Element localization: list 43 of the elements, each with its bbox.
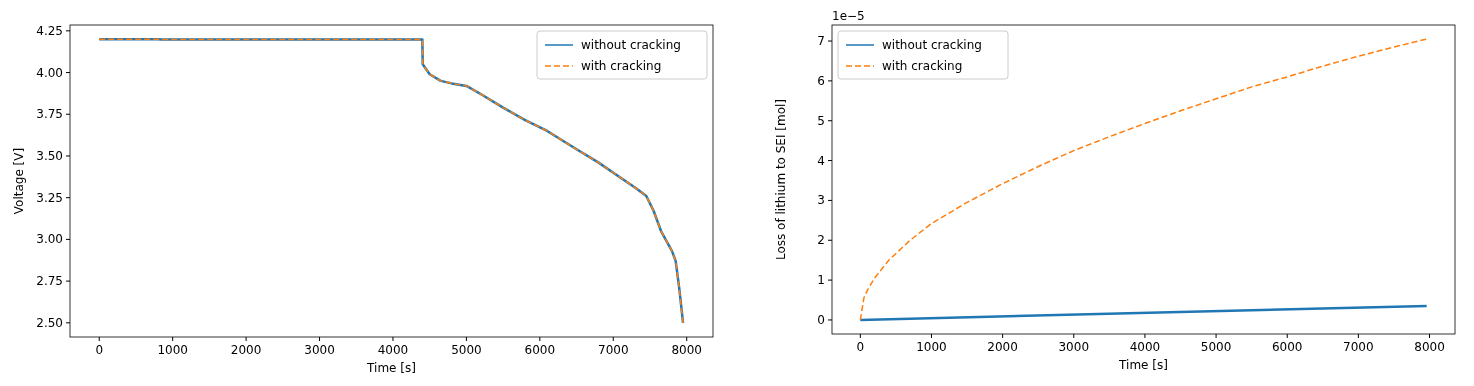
x-tick-label: 1000: [916, 340, 947, 354]
text: 1e−5: [832, 9, 865, 23]
x-tick-label: 4000: [1129, 340, 1161, 354]
x-tick-label: 3000: [304, 343, 335, 357]
x-tick-label: 5000: [451, 343, 482, 357]
legend-label: without cracking: [882, 38, 982, 52]
x-axis-title: Time [s]: [366, 361, 416, 375]
y-tick-label: 3.25: [36, 190, 63, 205]
y-tick-label: 3.75: [36, 107, 63, 122]
y-tick-label: 3.00: [36, 232, 63, 247]
x-tick-label: 2000: [987, 340, 1018, 354]
y-tick-label: 5: [817, 113, 825, 128]
x-axis-title: Time [s]: [1118, 358, 1168, 372]
x-tick-label: 0: [95, 343, 104, 357]
y-tick-label: 2: [817, 233, 825, 248]
x-tick-label: 6000: [524, 343, 556, 357]
y-tick-label: 2.50: [36, 315, 63, 330]
y-tick-label: 1: [817, 273, 825, 288]
x-tick-label: 4000: [377, 343, 409, 357]
x-tick-label: 8000: [671, 343, 702, 357]
y-tick-label: 7: [817, 34, 825, 49]
legend-label: without cracking: [581, 38, 681, 52]
x-tick-label: 7000: [598, 343, 629, 357]
x-tick-label: 8000: [1414, 340, 1445, 354]
legend-label: with cracking: [882, 59, 963, 73]
y-tick-label: 6: [817, 73, 825, 88]
x-tick-label: 1000: [157, 343, 188, 357]
y-tick-label: 3.50: [36, 148, 63, 163]
y-tick-label: 4: [817, 153, 825, 168]
y-axis-title: Loss of lithium to SEI [mol]: [774, 98, 788, 261]
x-tick-label: 6000: [1271, 340, 1303, 354]
y-tick-label: 4.25: [36, 23, 63, 38]
y-tick-label: 0: [817, 312, 825, 327]
x-tick-label: 2000: [230, 343, 262, 357]
y-tick-label: 3: [817, 193, 825, 208]
x-tick-label: 3000: [1058, 340, 1090, 354]
y-tick-label: 2.75: [36, 274, 63, 289]
y-tick-label: 4.00: [36, 65, 63, 80]
x-tick-label: 0: [856, 340, 865, 354]
x-tick-label: 7000: [1343, 340, 1374, 354]
legend-label: with cracking: [581, 59, 662, 73]
x-tick-label: 5000: [1200, 340, 1232, 354]
y-axis-title: Voltage [V]: [12, 147, 26, 215]
